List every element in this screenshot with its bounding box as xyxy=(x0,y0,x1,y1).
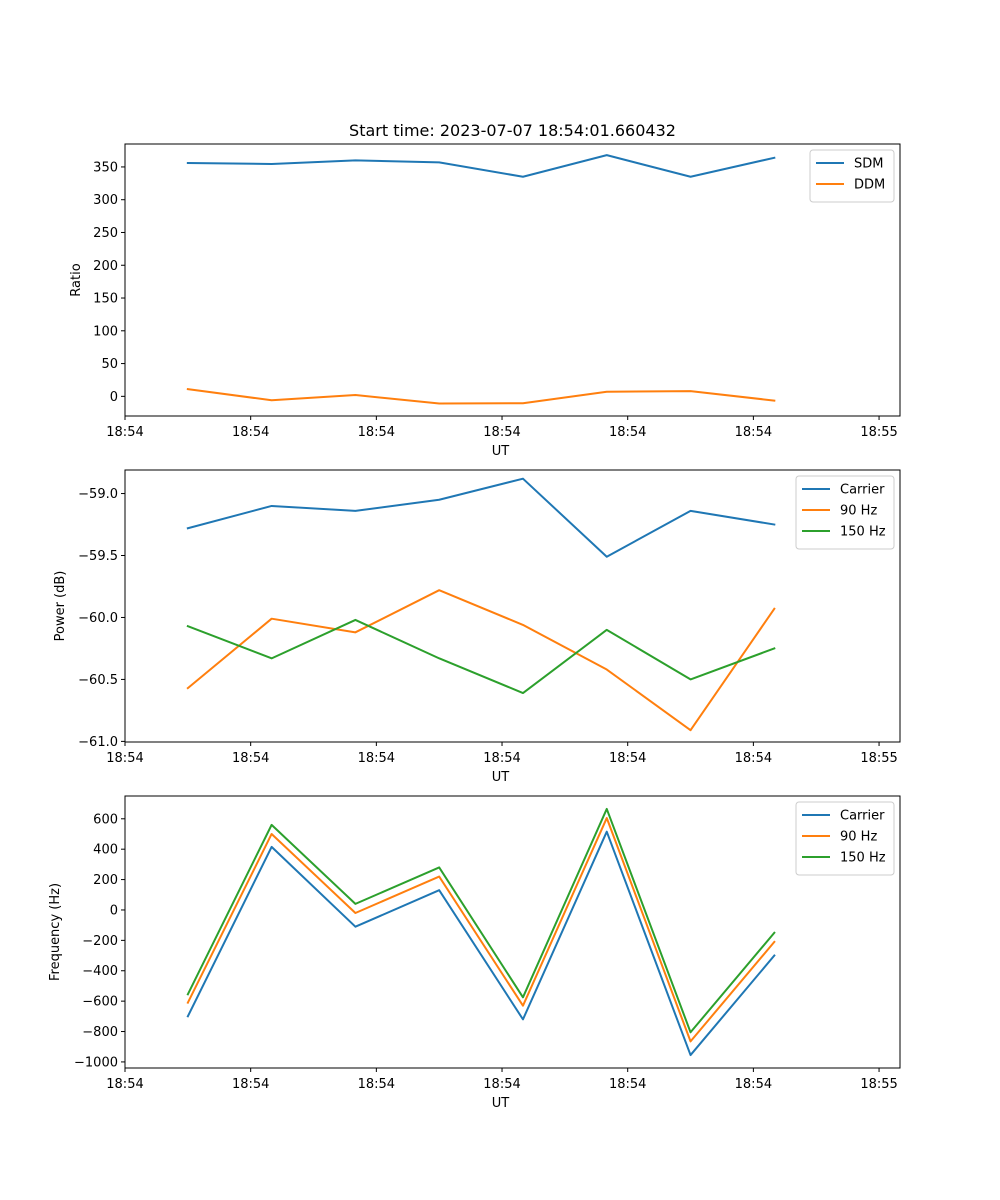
y-tick-label: 100 xyxy=(93,324,118,339)
x-tick-label: 18:54 xyxy=(106,751,143,766)
legend-label: Carrier xyxy=(840,809,885,824)
y-tick-label: 300 xyxy=(93,193,118,208)
series-line-carrier xyxy=(186,477,776,558)
legend-label: 150 Hz xyxy=(840,851,886,866)
axes-frame xyxy=(124,795,901,1069)
x-axis-label: UT xyxy=(492,444,510,459)
chart-panel-2: 18:54 18:54 18:54 18:54 18:54 18:54 18:55 −61.0… xyxy=(53,469,901,785)
x-tick-label: 18:54 xyxy=(106,425,143,440)
legend: SDM DDM xyxy=(809,149,895,203)
y-tick-label: −1000 xyxy=(74,1055,118,1070)
legend-label: 90 Hz xyxy=(840,830,877,845)
y-tick-label: 0 xyxy=(110,903,118,918)
y-tick-label: −60.5 xyxy=(78,673,118,688)
legend-label: 90 Hz xyxy=(840,504,877,519)
x-tick-label: 18:54 xyxy=(609,751,646,766)
y-tick-label: −400 xyxy=(82,964,118,979)
series-line-ddm xyxy=(186,388,776,405)
y-tick-label: 400 xyxy=(93,843,118,858)
x-tick-label: 18:55 xyxy=(860,1077,897,1092)
x-tick-label: 18:54 xyxy=(483,1077,520,1092)
x-tick-label: 18:54 xyxy=(609,425,646,440)
y-tick-label: 50 xyxy=(101,357,118,372)
series-line-90-hz xyxy=(186,589,776,732)
y-tick-label: −200 xyxy=(82,934,118,949)
chart-panel-3: 18:54 18:54 18:54 18:54 18:54 18:54 18:55 −1000… xyxy=(48,795,901,1111)
x-tick-label: 18:54 xyxy=(735,751,772,766)
plots: 18:54 18:54 18:54 18:54 18:54 18:54 18:55 0 50 10… xyxy=(48,143,901,1111)
y-tick-label: 350 xyxy=(93,160,118,175)
series-line-carrier xyxy=(186,830,776,1057)
y-axis-label: Frequency (Hz) xyxy=(48,883,63,981)
x-tick-label: 18:54 xyxy=(735,425,772,440)
legend-label: SDM xyxy=(854,157,883,172)
x-tick-label: 18:54 xyxy=(358,1077,395,1092)
legend-label: 150 Hz xyxy=(840,525,886,540)
x-tick-label: 18:54 xyxy=(358,425,395,440)
chart-panel-1: 18:54 18:54 18:54 18:54 18:54 18:54 18:55 0 50 10… xyxy=(69,143,901,459)
legend: Carrier 90 Hz 150 Hz xyxy=(795,801,895,876)
x-axis-label: UT xyxy=(492,770,510,785)
y-tick-label: 150 xyxy=(93,292,118,307)
series-line-150-hz xyxy=(186,807,776,1034)
series-line-90-hz xyxy=(186,817,776,1043)
x-tick-label: 18:55 xyxy=(860,751,897,766)
x-tick-label: 18:54 xyxy=(735,1077,772,1092)
y-tick-label: −61.0 xyxy=(78,735,118,750)
y-tick-label: −59.5 xyxy=(78,549,118,564)
x-tick-label: 18:54 xyxy=(483,751,520,766)
axes-frame xyxy=(124,143,901,417)
y-tick-label: 200 xyxy=(93,873,118,888)
y-tick-label: −600 xyxy=(82,995,118,1010)
y-tick-label: 0 xyxy=(110,390,118,405)
y-axis-label: Power (dB) xyxy=(53,571,68,642)
x-tick-label: 18:54 xyxy=(609,1077,646,1092)
y-tick-label: 600 xyxy=(93,812,118,827)
x-tick-label: 18:55 xyxy=(860,425,897,440)
x-axis-label: UT xyxy=(492,1096,510,1111)
chart-title: Start time: 2023-07-07 18:54:01.660432 xyxy=(349,121,676,140)
y-tick-label: −60.0 xyxy=(78,611,118,626)
y-axis-label: Ratio xyxy=(69,263,84,296)
x-tick-label: 18:54 xyxy=(483,425,520,440)
x-tick-label: 18:54 xyxy=(232,751,269,766)
y-tick-label: 200 xyxy=(93,259,118,274)
legend-label: Carrier xyxy=(840,483,885,498)
axes-frame xyxy=(124,469,901,743)
series-line-sdm xyxy=(186,154,776,178)
x-tick-label: 18:54 xyxy=(232,1077,269,1092)
legend: Carrier 90 Hz 150 Hz xyxy=(795,475,895,550)
y-tick-label: 250 xyxy=(93,226,118,241)
y-tick-label: −800 xyxy=(82,1025,118,1040)
x-tick-label: 18:54 xyxy=(232,425,269,440)
x-tick-label: 18:54 xyxy=(106,1077,143,1092)
x-tick-label: 18:54 xyxy=(358,751,395,766)
y-tick-label: −59.0 xyxy=(78,487,118,502)
series-line-150-hz xyxy=(186,618,776,695)
legend-label: DDM xyxy=(854,178,885,193)
